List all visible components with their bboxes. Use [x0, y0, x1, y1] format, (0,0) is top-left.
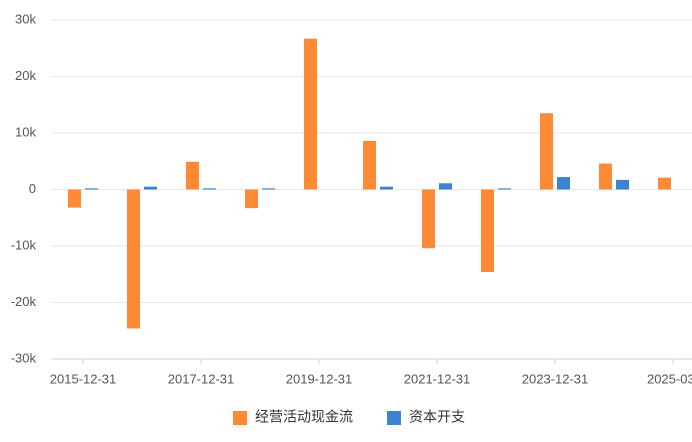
bar: [380, 186, 393, 190]
bar: [658, 177, 671, 190]
x-tick-label: 2019-12-31: [286, 371, 353, 386]
bar: [557, 177, 570, 190]
y-tick-label: 30k: [15, 11, 36, 26]
bar: [85, 188, 98, 190]
legend-swatch: [387, 411, 401, 425]
bar: [540, 113, 553, 190]
legend-label: 资本开支: [409, 409, 465, 425]
bar: [363, 140, 376, 190]
bar: [245, 189, 258, 209]
bar: [439, 183, 452, 190]
y-tick-label: 10k: [15, 124, 36, 139]
y-tick-label: -20k: [11, 294, 37, 309]
bar: [498, 188, 511, 190]
legend-swatch: [233, 411, 247, 425]
x-tick-label: 2025-03-: [647, 371, 692, 386]
y-tick-label: 0: [29, 181, 36, 196]
bar: [422, 189, 435, 249]
y-tick-label: 20k: [15, 68, 36, 83]
x-tick-label: 2023-12-31: [522, 371, 589, 386]
bar: [144, 186, 157, 190]
bar: [599, 163, 612, 190]
x-tick-label: 2021-12-31: [404, 371, 471, 386]
bar: [616, 179, 629, 190]
bar: [68, 189, 81, 208]
bar: [304, 38, 317, 190]
bar: [186, 161, 199, 190]
bar: [481, 189, 494, 272]
bar: [262, 188, 275, 190]
x-tick-label: 2017-12-31: [168, 371, 235, 386]
x-tick-label: 2015-12-31: [50, 371, 117, 386]
y-tick-label: -30k: [11, 350, 37, 365]
bar: [203, 188, 216, 190]
legend-label: 经营活动现金流: [255, 409, 353, 425]
bar: [127, 189, 140, 329]
y-tick-label: -10k: [11, 237, 37, 252]
